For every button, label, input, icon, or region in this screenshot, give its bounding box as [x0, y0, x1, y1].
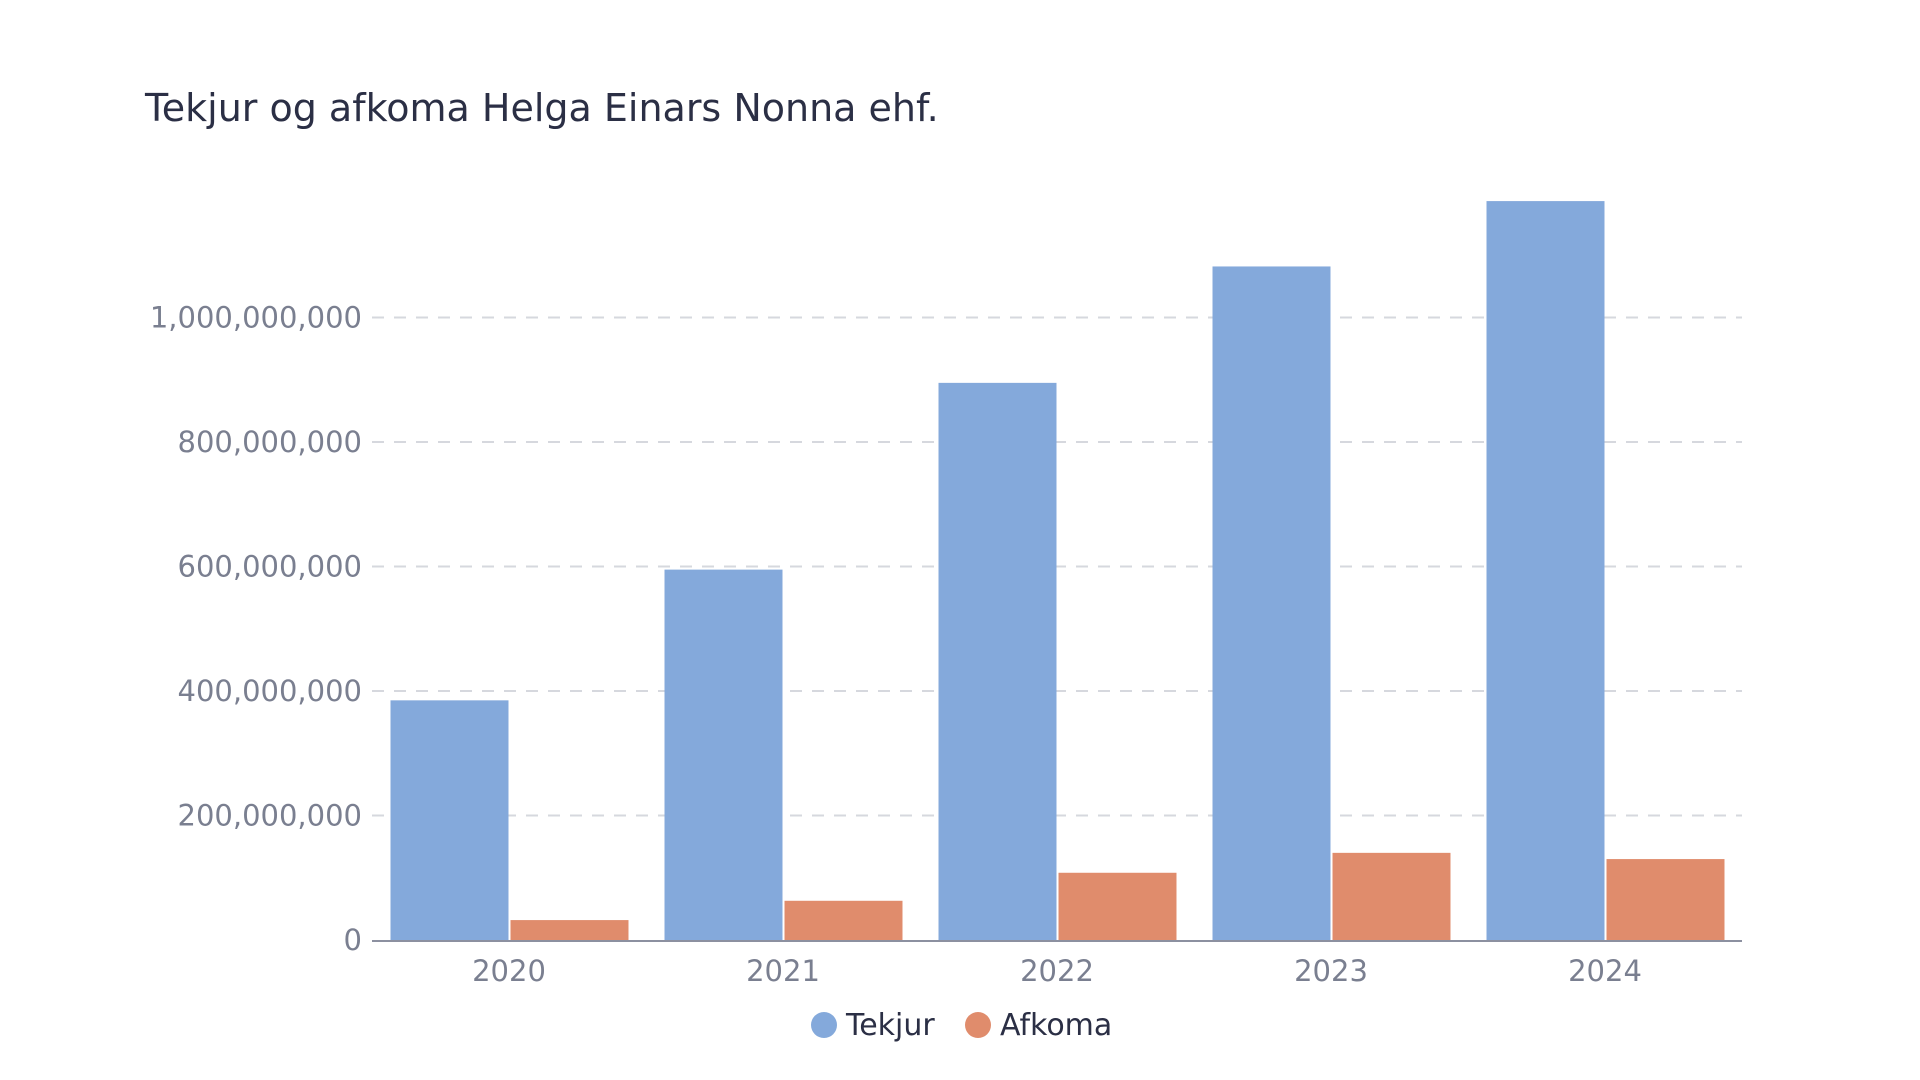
- bar-tekjur-2024: [1486, 201, 1605, 940]
- x-tick-label: 2021: [746, 954, 820, 988]
- x-tick-label: 2022: [1020, 954, 1094, 988]
- x-tick-label: 2023: [1294, 954, 1368, 988]
- bar-tekjur-2022: [938, 382, 1057, 940]
- y-tick-label: 800,000,000: [178, 425, 363, 459]
- y-tick-label: 200,000,000: [178, 799, 363, 833]
- y-tick-label: 600,000,000: [178, 550, 363, 584]
- legend-marker-tekjur: [811, 1012, 837, 1038]
- legend: Tekjur Afkoma: [811, 1008, 1112, 1043]
- bar-tekjur-2021: [664, 569, 783, 940]
- y-tick-label: 400,000,000: [178, 674, 363, 708]
- chart-title: Tekjur og afkoma Helga Einars Nonna ehf.: [144, 86, 939, 130]
- bar-afkoma-2020: [510, 920, 629, 940]
- bar-afkoma-2021: [784, 900, 903, 940]
- y-tick-label: 1,000,000,000: [150, 301, 362, 335]
- x-tick-label: 2020: [472, 954, 546, 988]
- bar-tekjur-2020: [390, 700, 509, 940]
- bars: [390, 201, 1725, 941]
- legend-label-afkoma: Afkoma: [1000, 1008, 1112, 1043]
- x-tick-label: 2024: [1568, 954, 1642, 988]
- y-axis-ticks: 0 200,000,000 400,000,000 600,000,000 800,00…: [150, 301, 362, 958]
- bar-afkoma-2022: [1058, 872, 1177, 940]
- legend-label-tekjur: Tekjur: [845, 1008, 935, 1043]
- bar-afkoma-2024: [1606, 859, 1725, 940]
- gridlines: [372, 316, 1742, 817]
- bar-afkoma-2023: [1332, 852, 1451, 940]
- legend-marker-afkoma: [965, 1012, 991, 1038]
- bar-tekjur-2023: [1212, 266, 1331, 941]
- y-tick-label: 0: [344, 923, 362, 957]
- x-axis-ticks: 2020 2021 2022 2023 2024: [472, 954, 1642, 988]
